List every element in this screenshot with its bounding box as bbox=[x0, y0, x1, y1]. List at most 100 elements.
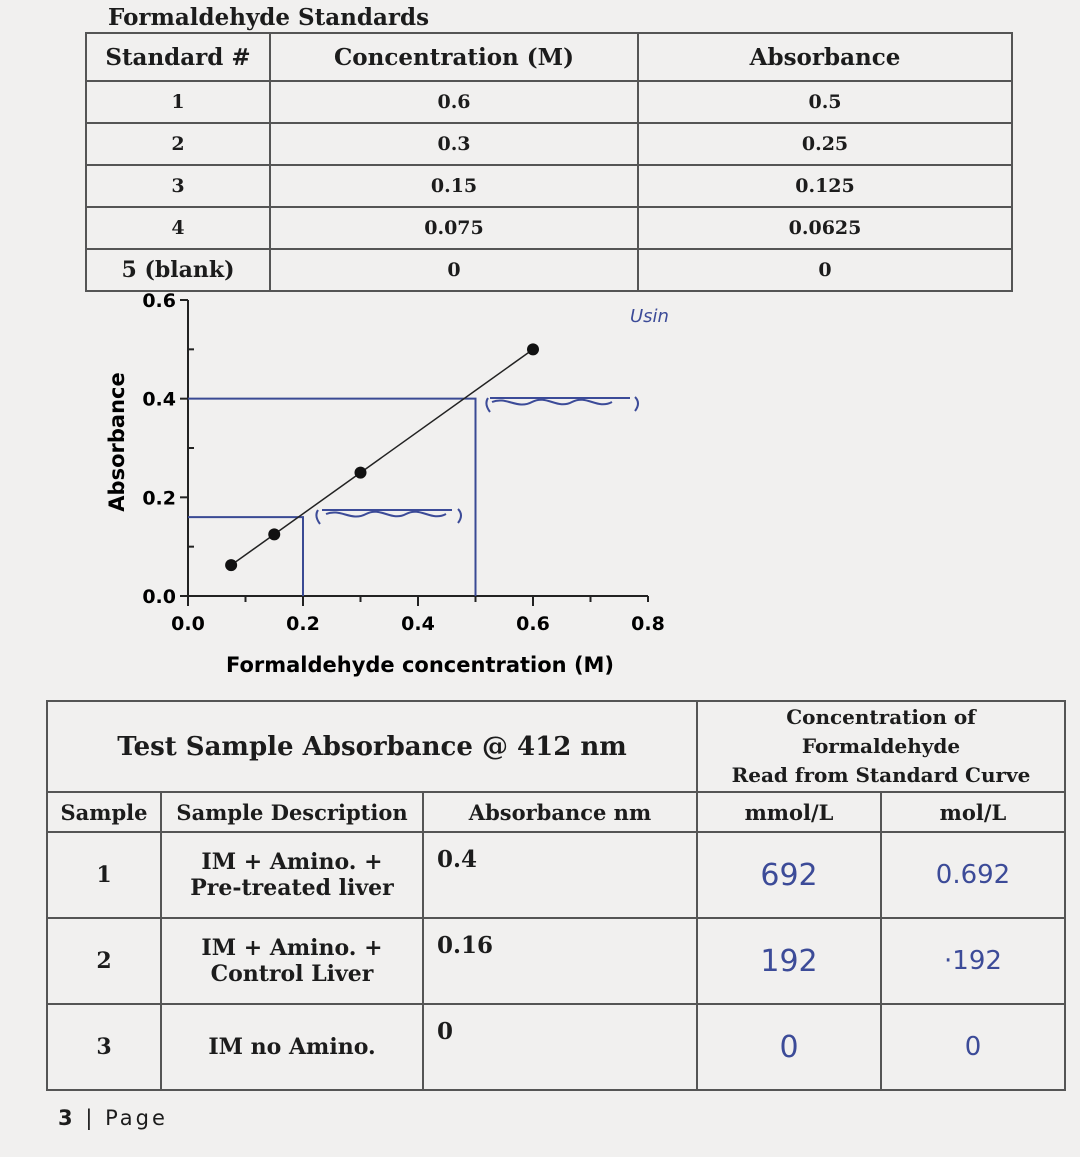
reading-line bbox=[188, 397, 477, 596]
standard-absorbance: 0.0625 bbox=[637, 206, 1013, 250]
header-absorbance: Absorbance bbox=[637, 32, 1013, 82]
page-number: 3 bbox=[58, 1106, 76, 1130]
table-row: 1 IM + Amino. + Pre-treated liver 0.4 69… bbox=[46, 831, 1066, 919]
standard-curve-chart: 0.0 0.2 0.4 0.6 0.8 0.0 0.2 0.4 0.6 Formaldehyd… bbox=[105, 290, 669, 677]
fit-line-segment bbox=[230, 348, 534, 566]
reading-lines bbox=[188, 397, 477, 596]
table-row: 3 0.15 0.125 bbox=[85, 164, 1013, 208]
sample-mmol: 192 bbox=[696, 917, 882, 1005]
standards-table: Standard # Concentration (M) Absorbance … bbox=[85, 32, 1013, 292]
handwritten-mol: 0 bbox=[964, 1032, 982, 1062]
description-line: IM no Amino. bbox=[208, 1034, 376, 1060]
sample-table: Test Sample Absorbance @ 412 nm Concentr… bbox=[46, 700, 1066, 1091]
absorbance-value: 0.4 bbox=[437, 845, 478, 873]
x-tick-labels: 0.0 0.2 0.4 0.6 0.8 bbox=[171, 613, 665, 635]
scribble-annotation bbox=[491, 398, 613, 406]
axes bbox=[180, 299, 649, 606]
y-tick-label: 0.4 bbox=[142, 389, 176, 411]
data-points bbox=[225, 343, 539, 572]
conc-header-line: Formaldehyde bbox=[801, 734, 961, 758]
header-abs-nm: Absorbance nm bbox=[422, 791, 698, 833]
x-tick-label: 0.6 bbox=[516, 613, 550, 635]
handwritten-mmol: 0 bbox=[779, 1029, 799, 1065]
standard-number: 5 (blank) bbox=[85, 248, 271, 292]
sample-absorbance: 0 bbox=[422, 1003, 698, 1091]
sample-description: IM no Amino. bbox=[160, 1003, 424, 1091]
reading-line bbox=[188, 516, 304, 596]
data-point bbox=[225, 559, 238, 572]
standard-absorbance: 0.125 bbox=[637, 164, 1013, 208]
sample-number: 2 bbox=[46, 917, 162, 1005]
absorbance-value: 0.16 bbox=[437, 931, 494, 959]
standard-number: 2 bbox=[85, 122, 271, 166]
sample-mol: 0 bbox=[880, 1003, 1066, 1091]
sample-description: IM + Amino. + Control Liver bbox=[160, 917, 424, 1005]
absorbance-value: 0 bbox=[437, 1017, 454, 1045]
x-tick-label: 0.8 bbox=[631, 613, 665, 635]
standard-concentration: 0 bbox=[269, 248, 639, 292]
table-header-row: Standard # Concentration (M) Absorbance bbox=[85, 32, 1013, 82]
standard-concentration: 0.075 bbox=[269, 206, 639, 250]
header-mol: mol/L bbox=[880, 791, 1066, 833]
standard-number: 4 bbox=[85, 206, 271, 250]
scribble-annotation bbox=[485, 396, 639, 413]
standard-number: 1 bbox=[85, 80, 271, 124]
header-standard: Standard # bbox=[85, 32, 271, 82]
standard-concentration: 0.15 bbox=[269, 164, 639, 208]
sample-table-title: Test Sample Absorbance @ 412 nm bbox=[46, 700, 698, 793]
sample-mol: ·192 bbox=[880, 917, 1066, 1005]
sample-mol: 0.692 bbox=[880, 831, 1066, 919]
standard-absorbance: 0.25 bbox=[637, 122, 1013, 166]
table-row: 3 IM no Amino. 0 0 0 bbox=[46, 1003, 1066, 1091]
handwritten-mmol: 692 bbox=[760, 857, 818, 893]
sample-absorbance: 0.4 bbox=[422, 831, 698, 919]
y-axis-label: Absorbance bbox=[105, 372, 129, 511]
table-row: 1 0.6 0.5 bbox=[85, 80, 1013, 124]
concentration-header: Concentration of Formaldehyde Read from … bbox=[696, 700, 1066, 793]
sample-mmol: 0 bbox=[696, 1003, 882, 1091]
y-tick-label: 0.6 bbox=[142, 290, 176, 312]
standard-number: 3 bbox=[85, 164, 271, 208]
data-point bbox=[354, 466, 367, 479]
data-point bbox=[268, 528, 281, 541]
handwritten-note: Usin bbox=[630, 306, 669, 327]
standard-absorbance: 0.5 bbox=[637, 80, 1013, 124]
table-row: 2 0.3 0.25 bbox=[85, 122, 1013, 166]
conc-header-line: Read from Standard Curve bbox=[731, 763, 1031, 787]
sample-number: 1 bbox=[46, 831, 162, 919]
standards-title: Formaldehyde Standards bbox=[108, 4, 430, 31]
data-point bbox=[527, 343, 539, 356]
handwritten-mol: 0.692 bbox=[935, 860, 1011, 890]
description-line: IM + Amino. + bbox=[201, 935, 383, 961]
header-sample: Sample bbox=[46, 791, 162, 833]
conc-header-line: Concentration of bbox=[786, 705, 976, 729]
header-description: Sample Description bbox=[160, 791, 424, 833]
header-mmol: mmol/L bbox=[696, 791, 882, 833]
standard-absorbance: 0 bbox=[637, 248, 1013, 292]
x-tick-label: 0.4 bbox=[401, 613, 435, 635]
description-line: Control Liver bbox=[210, 961, 374, 987]
table-row: 2 IM + Amino. + Control Liver 0.16 192 ·… bbox=[46, 917, 1066, 1005]
standard-concentration: 0.3 bbox=[269, 122, 639, 166]
fit-line bbox=[230, 348, 534, 566]
sample-absorbance: 0.16 bbox=[422, 917, 698, 1005]
table-row: 5 (blank) 0 0 bbox=[85, 248, 1013, 292]
scribble-annotation bbox=[315, 508, 462, 525]
x-axis-label: Formaldehyde concentration (M) bbox=[226, 653, 614, 677]
sample-number: 3 bbox=[46, 1003, 162, 1091]
description-line: Pre-treated liver bbox=[190, 875, 394, 901]
page-label: | Page bbox=[85, 1106, 168, 1130]
x-tick-label: 0.2 bbox=[286, 613, 320, 635]
table-row: 4 0.075 0.0625 bbox=[85, 206, 1013, 250]
header-concentration: Concentration (M) bbox=[269, 32, 639, 82]
y-tick-labels: 0.0 0.2 0.4 0.6 bbox=[142, 290, 176, 608]
sample-mmol: 692 bbox=[696, 831, 882, 919]
handwritten-mol: ·192 bbox=[944, 946, 1002, 976]
sample-description: IM + Amino. + Pre-treated liver bbox=[160, 831, 424, 919]
page-footer: 3 | Page bbox=[58, 1106, 168, 1130]
handwritten-mmol: 192 bbox=[760, 943, 818, 979]
y-tick-label: 0.2 bbox=[142, 487, 176, 509]
standard-concentration: 0.6 bbox=[269, 80, 639, 124]
x-tick-label: 0.0 bbox=[171, 613, 205, 635]
scribble-annotation bbox=[325, 510, 447, 518]
